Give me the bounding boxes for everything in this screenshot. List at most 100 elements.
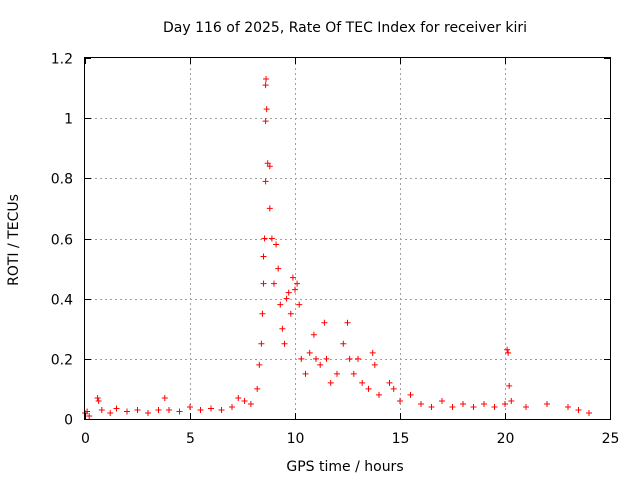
data-point	[544, 400, 550, 407]
data-point	[340, 340, 347, 347]
data-point	[321, 319, 328, 326]
data-point	[285, 289, 292, 296]
data-point	[292, 286, 298, 293]
data-point	[98, 406, 105, 413]
data-point	[296, 301, 303, 308]
data-point	[470, 403, 477, 410]
data-point	[407, 391, 414, 398]
data-point	[504, 346, 511, 353]
data-point	[273, 241, 280, 248]
data-point	[145, 409, 151, 416]
x-tick-label: 20	[497, 431, 515, 447]
data-point	[262, 118, 269, 125]
data-point	[418, 400, 424, 407]
data-point	[289, 274, 296, 281]
data-point	[266, 205, 273, 212]
data-point	[449, 403, 456, 410]
data-point	[344, 319, 351, 326]
data-point	[260, 253, 267, 260]
data-point	[84, 408, 91, 415]
data-point	[294, 280, 301, 287]
data-point	[350, 370, 357, 377]
data-point	[523, 403, 529, 410]
data-point	[281, 340, 288, 347]
data-point	[460, 400, 466, 407]
data-point	[247, 400, 254, 407]
data-point	[86, 412, 93, 419]
data-point	[94, 394, 101, 401]
x-tick-label: 0	[81, 431, 90, 447]
chart-title: Day 116 of 2025, Rate Of TEC Index for r…	[163, 20, 527, 36]
data-point	[261, 235, 268, 242]
axis-ticks	[85, 58, 611, 420]
data-point	[508, 397, 515, 404]
data-point	[218, 406, 225, 413]
x-tick-label: 10	[287, 431, 305, 447]
data-point	[279, 325, 286, 332]
data-point	[306, 349, 313, 356]
data-point	[241, 397, 248, 404]
data-point	[390, 385, 397, 392]
data-point	[505, 349, 512, 356]
x-axis-label: GPS time / hours	[286, 459, 403, 475]
data-point	[369, 349, 376, 356]
y-tick-label: 1.2	[51, 52, 73, 68]
data-point	[161, 394, 168, 401]
data-point	[386, 379, 393, 386]
data-point	[124, 408, 130, 415]
data-point	[481, 400, 487, 407]
data-point	[283, 295, 290, 302]
x-tick-label: 5	[186, 431, 195, 447]
data-point	[107, 409, 114, 416]
data-point	[155, 406, 162, 413]
data-point	[586, 409, 592, 416]
data-point	[271, 280, 277, 287]
data-point	[187, 403, 193, 410]
data-point	[235, 394, 242, 401]
data-point	[275, 265, 282, 272]
data-point	[355, 355, 361, 362]
y-tick-label: 0.6	[51, 233, 73, 249]
x-tick-label: 25	[602, 431, 620, 447]
tick-labels: 0 5 10 15 20 25 0 0.2 0.4 0.6 0.8 1 1.2	[51, 52, 620, 448]
data-point	[254, 385, 261, 392]
data-point	[317, 361, 324, 368]
data-point	[197, 406, 204, 413]
grid-lines	[85, 58, 610, 419]
data-point	[323, 355, 330, 362]
y-tick-label: 0.2	[51, 353, 73, 369]
plot-frame	[84, 57, 611, 420]
data-point	[359, 379, 366, 386]
data-point	[268, 235, 275, 242]
y-tick-label: 1	[64, 112, 73, 128]
data-point	[575, 406, 582, 413]
data-point	[334, 370, 340, 377]
y-tick-label: 0	[64, 413, 73, 429]
data-point	[565, 403, 571, 410]
data-point	[256, 361, 263, 368]
data-point	[266, 163, 273, 170]
data-point	[262, 82, 269, 89]
data-point	[262, 178, 269, 185]
data-point	[313, 355, 319, 362]
data-point	[397, 397, 403, 404]
data-point	[229, 403, 235, 410]
data-point	[439, 397, 445, 404]
data-point	[277, 301, 284, 308]
data-point	[428, 403, 435, 410]
data-point	[298, 355, 305, 362]
data-point	[113, 405, 120, 412]
data-point	[287, 310, 294, 317]
data-point	[346, 355, 353, 362]
data-point	[166, 406, 172, 413]
data-point	[134, 406, 141, 413]
data-point	[260, 280, 267, 287]
data-point	[327, 379, 334, 386]
data-points	[82, 76, 592, 419]
data-point	[491, 403, 498, 410]
data-point	[502, 400, 508, 407]
y-tick-label: 0.8	[51, 172, 73, 188]
data-point	[302, 370, 309, 377]
data-point	[264, 160, 271, 167]
